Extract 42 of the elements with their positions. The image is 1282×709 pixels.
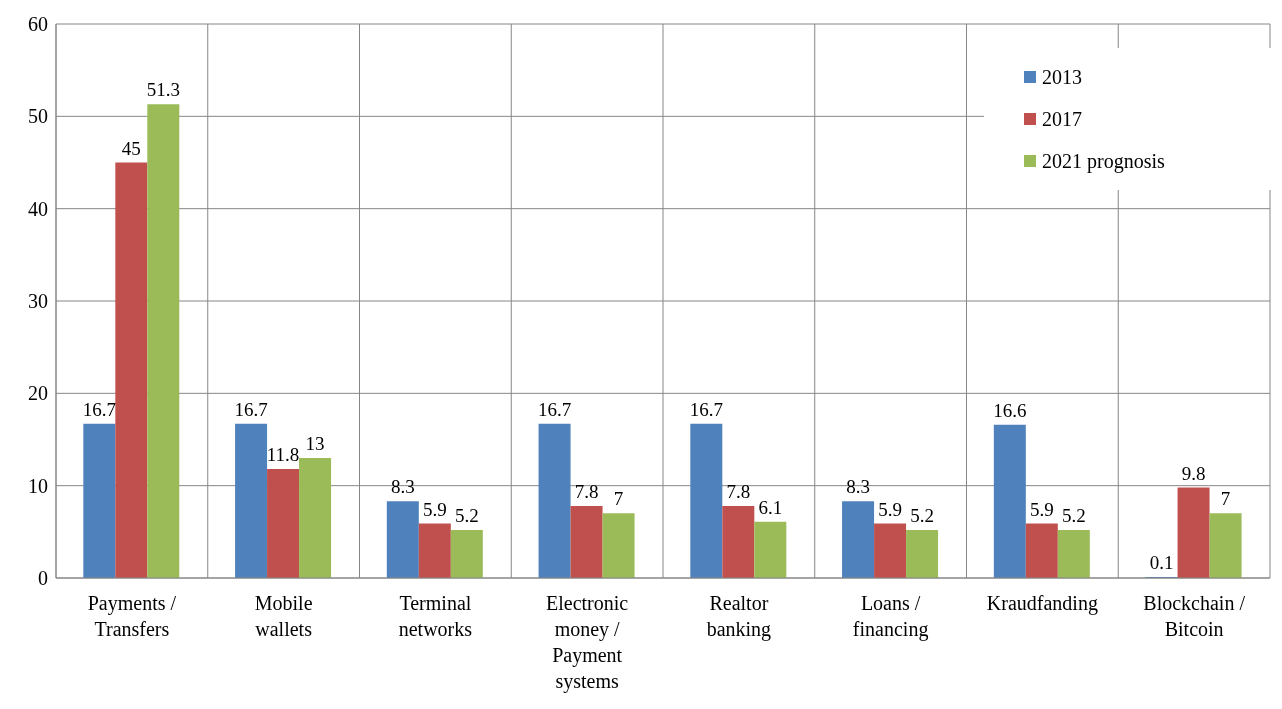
legend-label: 2021 prognosis	[1042, 149, 1165, 175]
y-tick-label: 0	[38, 567, 48, 590]
data-label: 8.3	[390, 476, 415, 498]
data-label: 51.3	[146, 79, 180, 101]
data-label: 5.2	[454, 504, 479, 526]
x-tick-label: Payments / Transfers	[87, 592, 177, 640]
data-label: 7	[613, 488, 624, 510]
data-label: 5.9	[878, 498, 902, 520]
x-tick-label: Terminal networks	[398, 592, 473, 640]
data-label: 7.8	[574, 480, 599, 502]
data-label: 7.8	[726, 480, 751, 502]
y-tick-label: 30	[28, 290, 48, 313]
data-label: 5.2	[1061, 504, 1086, 526]
data-label: 11.8	[266, 444, 300, 466]
x-tick-label: Kraudfanding	[986, 592, 1098, 615]
data-label: 5.2	[910, 504, 934, 526]
y-tick-label: 50	[28, 105, 48, 128]
data-label: 16.7	[537, 398, 572, 420]
data-label: 13	[305, 432, 325, 454]
data-label: 7	[1220, 488, 1231, 510]
data-label: 16.7	[689, 398, 723, 420]
data-label: 8.3	[846, 476, 870, 498]
data-label: 9.8	[1181, 462, 1206, 484]
data-label: 16.7	[82, 398, 116, 420]
data-label: 6.1	[758, 496, 783, 518]
x-tick-label: Blockchain / Bitcoin	[1143, 592, 1246, 640]
x-tick-label: Electronic money / Payment systems	[546, 592, 629, 693]
y-tick-label: 20	[28, 382, 48, 405]
data-label: 16.7	[234, 398, 268, 420]
x-tick-label: Loans / financing	[852, 592, 929, 641]
legend-label: 2013	[1042, 65, 1082, 90]
y-tick-label: 40	[28, 197, 48, 220]
data-label: 45	[121, 137, 141, 159]
data-label: 16.6	[993, 399, 1027, 421]
y-tick-label: 60	[28, 13, 48, 36]
data-label: 0.1	[1149, 552, 1174, 574]
data-label: 5.9	[1029, 498, 1054, 520]
x-tick-label: Realtor banking	[706, 592, 772, 641]
legend-label: 2017	[1042, 107, 1082, 132]
y-tick-label: 10	[28, 474, 48, 497]
x-tick-label: Mobile wallets	[254, 592, 313, 640]
data-label: 5.9	[422, 498, 447, 520]
